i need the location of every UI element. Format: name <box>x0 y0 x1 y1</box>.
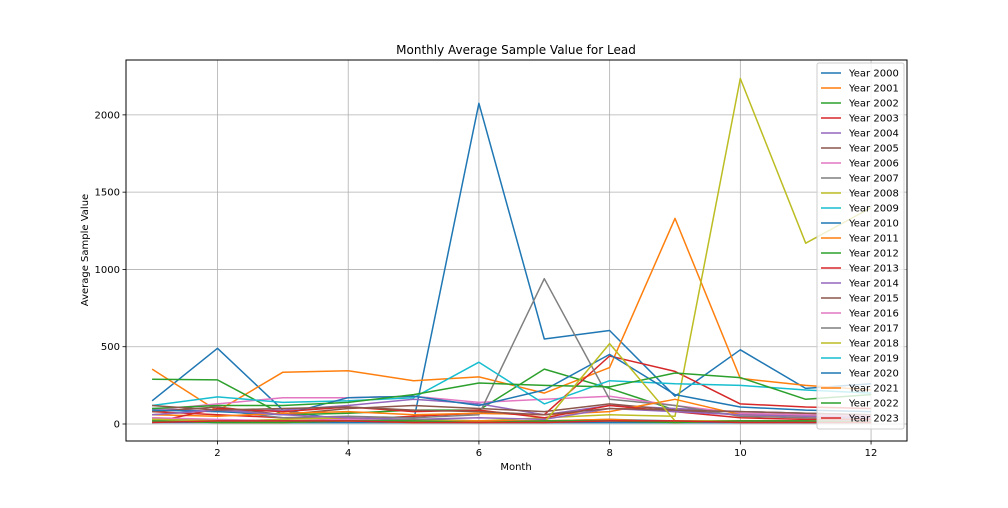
legend: Year 2000 Year 2001 Year 2002 Year 2003 Year… <box>816 62 905 430</box>
legend-label: Year 2023 <box>848 414 899 425</box>
legend-label: Year 2012 <box>848 249 899 260</box>
y-tick-label: 500 <box>101 342 120 353</box>
series-line-year-2007 <box>152 277 872 421</box>
legend-label: Year 2020 <box>848 369 899 380</box>
series-line-year-2000 <box>151 102 872 422</box>
legend-label: Year 2022 <box>848 399 899 410</box>
legend-label: Year 2003 <box>848 114 899 125</box>
series-line-year-2009 <box>152 361 872 407</box>
legend-label: Year 2007 <box>848 174 899 185</box>
series-line-year-2023 <box>152 420 872 424</box>
series-line-year-2006 <box>152 395 872 418</box>
legend-label: Year 2018 <box>848 339 899 350</box>
legend-label: Year 2021 <box>848 384 899 395</box>
legend-label: Year 2010 <box>848 219 899 230</box>
series-line-year-2014 <box>152 407 872 421</box>
legend-box <box>816 62 905 430</box>
x-tick-label: 4 <box>345 448 351 459</box>
series-line-year-2022 <box>152 420 872 424</box>
chart-title: Monthly Average Sample Value for Lead <box>396 43 636 57</box>
legend-label: Year 2005 <box>848 144 899 155</box>
series-line-year-2001 <box>151 217 872 412</box>
legend-label: Year 2002 <box>848 99 899 110</box>
x-tick-label: 12 <box>865 448 878 459</box>
y-tick-label: 1000 <box>95 265 120 276</box>
series-line-year-2013 <box>151 404 872 424</box>
series-layer <box>151 77 872 424</box>
legend-label: Year 2019 <box>848 354 899 365</box>
legend-label: Year 2009 <box>848 204 899 215</box>
series-line-year-2012 <box>152 372 872 410</box>
legend-label: Year 2001 <box>848 84 899 95</box>
legend-label: Year 2014 <box>848 279 899 290</box>
legend-label: Year 2006 <box>848 159 899 170</box>
legend-label: Year 2016 <box>848 309 899 320</box>
legend-label: Year 2013 <box>848 264 899 275</box>
y-tick-label: 0 <box>114 419 120 430</box>
y-tick-label: 1500 <box>95 188 120 199</box>
legend-label: Year 2011 <box>848 234 899 245</box>
x-axis-label: Month <box>500 462 531 473</box>
y-tick-label: 2000 <box>95 110 120 121</box>
legend-label: Year 2017 <box>848 324 899 335</box>
legend-label: Year 2008 <box>848 189 899 200</box>
x-tick-label: 2 <box>214 448 220 459</box>
legend-label: Year 2000 <box>848 69 899 80</box>
x-tick-label: 10 <box>734 448 747 459</box>
plot-frame <box>125 59 908 442</box>
x-tick-label: 8 <box>606 448 612 459</box>
legend-label: Year 2015 <box>848 294 899 305</box>
series-line-year-2015 <box>152 404 872 416</box>
ticks-layer: 2 4 6 8 10 12 0 500 1000 1500 2000 <box>95 110 878 459</box>
grid-layer <box>126 60 907 441</box>
x-tick-label: 6 <box>476 448 482 459</box>
legend-label: Year 2004 <box>848 129 899 140</box>
y-axis-label: Average Sample Value <box>80 194 91 306</box>
